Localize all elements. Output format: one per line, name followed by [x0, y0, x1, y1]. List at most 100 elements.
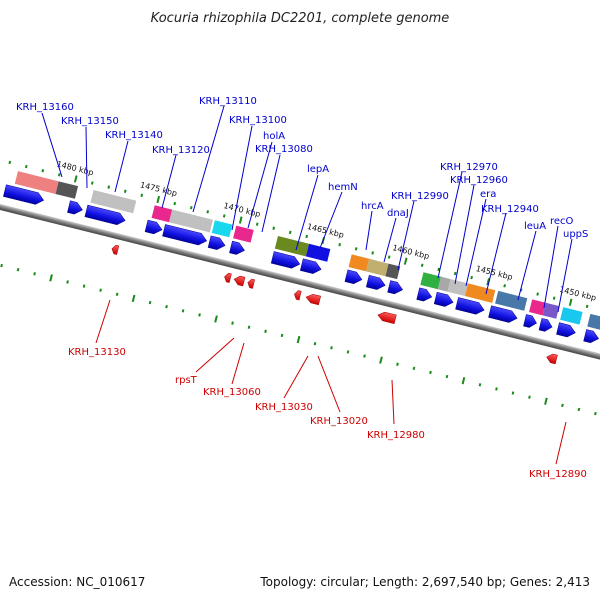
forward-gene-arrow [365, 274, 386, 290]
reverse-gene-arrows [111, 244, 558, 365]
scale-tick [49, 274, 53, 282]
gene-label: lepA [307, 164, 329, 175]
topology-text: Topology: circular; Length: 2,697,540 bp… [259, 575, 590, 589]
scale-tick [412, 366, 416, 371]
scale-tick [338, 243, 342, 247]
gene-label: hemN [328, 182, 358, 193]
forward-gene-arrow [433, 291, 454, 307]
scale-tick [99, 288, 102, 292]
reverse-gene-arrow [377, 311, 397, 325]
gene-label: dnaJ [387, 208, 409, 219]
scale-tick [288, 230, 292, 235]
scale-tick [165, 304, 168, 309]
gene-label: KRH_12990 [391, 191, 449, 202]
gene-label: KRH_13110 [199, 96, 257, 107]
gene-label: KRH_13150 [61, 116, 119, 127]
forward-gene-arrow [84, 204, 126, 225]
gene-label: KRH_13140 [105, 130, 163, 141]
forward-gene-arrow [162, 224, 208, 246]
forward-gene-arrow [455, 297, 485, 315]
reverse-gene-arrow [111, 244, 120, 255]
scale-tick [123, 189, 127, 193]
gene-label: KRH_13020 [310, 416, 368, 427]
scale-tick [478, 383, 482, 387]
gene-label: KRH_13100 [229, 115, 287, 126]
scale-tick [346, 350, 350, 354]
forward-gene-arrow [387, 280, 404, 295]
scale-tick [148, 300, 152, 305]
reverse-gene-arrow [294, 290, 302, 301]
gene-label: KRH_13130 [68, 347, 126, 358]
gene-label: KRH_13060 [203, 387, 261, 398]
scale-tick [470, 275, 473, 280]
gene-label: uppS [563, 229, 588, 240]
forward-gene-labels: KRH_13160 KRH_13150 KRH_13140 KRH_13120 … [16, 96, 588, 313]
gene-label: KRH_13030 [255, 402, 313, 413]
scale-tick [296, 335, 301, 344]
scale-tick [131, 294, 136, 303]
scale-tick [73, 175, 78, 183]
scale-tick [528, 395, 531, 399]
scale-tick [420, 263, 424, 267]
gene-label: KRH_12940 [481, 204, 539, 215]
scale-tick [561, 403, 564, 408]
scale-tick [198, 313, 201, 317]
reverse-gene-labels: KRH_13130 rpsT KRH_13060 KRH_13030 KRH_1… [68, 299, 587, 480]
scale-tick [552, 296, 556, 300]
scale-tick [255, 222, 259, 226]
scale-tick [453, 271, 457, 276]
forward-gene-arrow [229, 240, 245, 255]
scale-tick [544, 397, 548, 405]
kbp-label: 1460 kbp [391, 243, 430, 261]
gene-label: rpsT [175, 375, 198, 386]
scale-tick [445, 374, 449, 379]
genome-backbone [0, 194, 600, 375]
scale-tick [536, 292, 539, 296]
gene-label: KRH_13120 [152, 145, 210, 156]
gene-label: KRH_12960 [450, 175, 508, 186]
forward-gene-arrow [3, 184, 45, 205]
scale-tick [305, 234, 309, 239]
map-title: Kocuria rhizophila DC2201, complete geno… [151, 11, 450, 26]
scale-tick [461, 377, 466, 385]
forward-gene-arrows [3, 184, 600, 344]
gene-label: KRH_12980 [367, 430, 425, 441]
scale-tick [313, 341, 317, 346]
scale-tick [238, 216, 243, 224]
scale-tick [354, 247, 358, 251]
forward-gene-arrow [538, 318, 553, 332]
scale-tick [396, 362, 399, 366]
gene-label: hrcA [361, 201, 384, 212]
scale-tick [568, 298, 573, 306]
forward-gene-arrow [67, 200, 83, 215]
scale-tick [33, 272, 36, 276]
scale-tick [189, 205, 193, 210]
forward-gene-arrow [207, 235, 226, 250]
forward-gene-arrow [523, 314, 537, 328]
forward-gene-arrow [144, 219, 163, 235]
scale-tick [16, 267, 20, 272]
scale-tick [379, 356, 383, 364]
scale-tick [511, 391, 515, 395]
scale-tick [90, 181, 94, 185]
kbp-label: 1470 kbp [223, 201, 262, 219]
scale-tick [363, 354, 366, 358]
reverse-gene-arrow [305, 293, 321, 306]
gene-label: KRH_12890 [529, 469, 587, 480]
scale-tick [8, 160, 12, 165]
scale-tick [594, 411, 597, 416]
scale-tick [503, 284, 506, 288]
scale-tick [57, 173, 61, 177]
forward-gene-arrow [416, 287, 433, 302]
scale-tick [330, 346, 333, 350]
forward-gene-arrow [556, 322, 576, 338]
scale-tick [429, 370, 432, 375]
scale-tick [272, 226, 276, 230]
scale-tick [247, 325, 251, 329]
scale-tick [206, 210, 210, 214]
scale-tick [387, 255, 391, 259]
forward-gene-arrow [299, 258, 322, 274]
scale-tick [585, 304, 589, 309]
genome-strip: 1480 kbp 1475 kbp 1470 kbp 1465 kbp 1460… [0, 160, 600, 416]
